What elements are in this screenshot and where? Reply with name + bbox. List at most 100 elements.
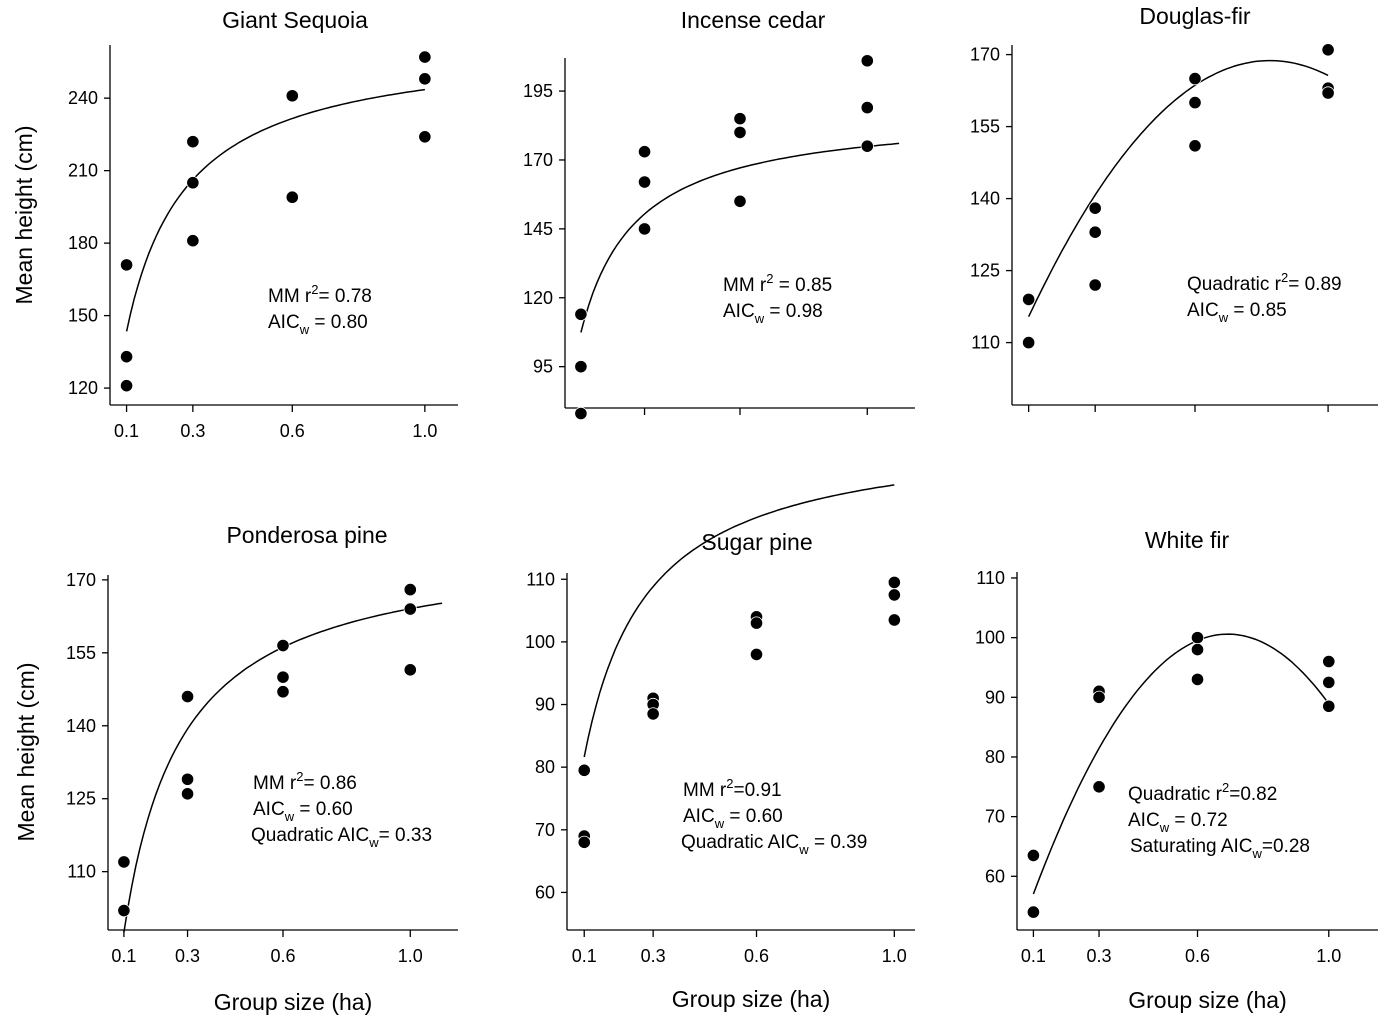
data-point	[403, 602, 417, 616]
x-axis-label: Group size (ha)	[1128, 987, 1287, 1013]
x-axis-label: Group size (ha)	[672, 986, 831, 1012]
data-point	[860, 139, 874, 153]
data-point	[1092, 690, 1106, 704]
data-point	[887, 613, 901, 627]
fit-curve	[123, 602, 443, 933]
annotation-line: Saturating AICw=0.28	[1130, 836, 1310, 861]
data-point	[574, 406, 588, 421]
data-point	[637, 145, 652, 159]
data-point	[1321, 86, 1335, 100]
x-tick-label: 0.6	[1185, 946, 1210, 966]
annotation-line: AICw = 0.60	[253, 799, 353, 824]
fit-curve	[1027, 59, 1329, 318]
data-point	[577, 835, 591, 849]
y-tick-label: 60	[985, 866, 1005, 886]
x-tick-label: 1.0	[882, 946, 907, 966]
y-tick-label: 140	[970, 189, 1000, 209]
y-tick-label: 140	[66, 716, 96, 736]
annotation-line: MM r2 = 0.85	[723, 271, 832, 296]
x-axis-label: Group size (ha)	[214, 989, 373, 1015]
fit-curve	[1032, 633, 1330, 895]
x-tick-label: 0.3	[1087, 946, 1112, 966]
data-point	[1321, 43, 1335, 57]
y-tick-label: 120	[523, 288, 553, 308]
data-point	[646, 707, 660, 721]
data-point	[285, 190, 299, 204]
data-point	[1190, 672, 1205, 687]
data-point	[180, 787, 195, 801]
y-tick-label: 125	[970, 261, 1000, 281]
data-point	[733, 112, 747, 126]
y-tick-label: 90	[535, 695, 555, 715]
y-tick-label: 100	[975, 628, 1005, 648]
data-point	[860, 101, 874, 115]
data-point	[276, 670, 290, 684]
y-tick-label: 90	[985, 687, 1005, 707]
annotation-line: AICw = 0.80	[268, 312, 368, 337]
x-tick-label: 0.1	[572, 946, 597, 966]
y-tick-label: 110	[526, 569, 555, 589]
y-tick-label: 150	[68, 306, 98, 326]
x-tick-label: 0.1	[1021, 946, 1046, 966]
y-tick-label: 80	[535, 757, 555, 777]
data-point	[1322, 675, 1336, 689]
data-point	[1188, 139, 1202, 153]
data-point	[749, 647, 764, 662]
y-tick-label: 155	[970, 117, 1000, 137]
data-point	[186, 135, 200, 149]
x-tick-label: 0.1	[114, 421, 139, 441]
data-point	[637, 175, 652, 189]
y-tick-label: 120	[68, 378, 98, 398]
annotation-line: AICw = 0.60	[683, 806, 783, 831]
panel-title: White fir	[1145, 527, 1230, 553]
annotation-line: Quadratic AICw = 0.39	[681, 832, 867, 857]
x-tick-label: 0.1	[111, 946, 136, 966]
data-point	[1322, 654, 1336, 669]
data-point	[1088, 278, 1102, 292]
data-point	[186, 176, 200, 190]
data-point	[887, 575, 901, 589]
data-point	[1322, 699, 1336, 713]
panel-title: Ponderosa pine	[226, 522, 387, 548]
x-tick-label: 0.3	[175, 946, 200, 966]
panel-title: Douglas-fir	[1139, 3, 1251, 29]
data-point	[749, 616, 764, 630]
data-point	[180, 689, 195, 704]
fit-curve	[580, 142, 900, 333]
panel-6: White fir 60 70 80 90 100 110 0.1 0.3 0.6 1.0 Group…	[975, 527, 1378, 1013]
data-point	[1188, 96, 1202, 110]
data-point	[180, 772, 195, 786]
x-tick-label: 0.6	[744, 946, 769, 966]
x-tick-label: 1.0	[398, 946, 423, 966]
data-point	[119, 350, 134, 364]
data-point	[276, 685, 290, 699]
y-tick-label: 170	[66, 570, 96, 590]
data-point	[1088, 225, 1102, 239]
data-point	[1022, 292, 1036, 306]
y-tick-label: 70	[985, 807, 1005, 827]
data-point	[418, 130, 432, 144]
y-axis-label: Mean height (cm)	[11, 126, 37, 305]
y-tick-label: 145	[523, 219, 553, 239]
data-point	[403, 663, 417, 677]
data-point	[403, 582, 417, 597]
data-point	[860, 54, 874, 68]
y-tick-label: 110	[971, 333, 1000, 353]
y-tick-label: 240	[68, 88, 98, 108]
data-point	[1088, 201, 1102, 215]
data-point	[733, 194, 747, 208]
data-point	[119, 379, 134, 393]
annotation-line: Quadratic r2=0.82	[1128, 780, 1277, 805]
data-point	[285, 89, 299, 103]
y-tick-label: 100	[525, 632, 555, 652]
fit-curve	[583, 484, 895, 758]
panel-title: Incense cedar	[681, 7, 826, 33]
panel-2: Incense cedar 95 120 145 170 195 MM r2 = 0.85 A…	[523, 7, 915, 421]
data-point	[637, 222, 652, 236]
data-point	[574, 307, 588, 321]
model-annotation: MM r2= 0.78 AICw = 0.80	[268, 282, 372, 337]
